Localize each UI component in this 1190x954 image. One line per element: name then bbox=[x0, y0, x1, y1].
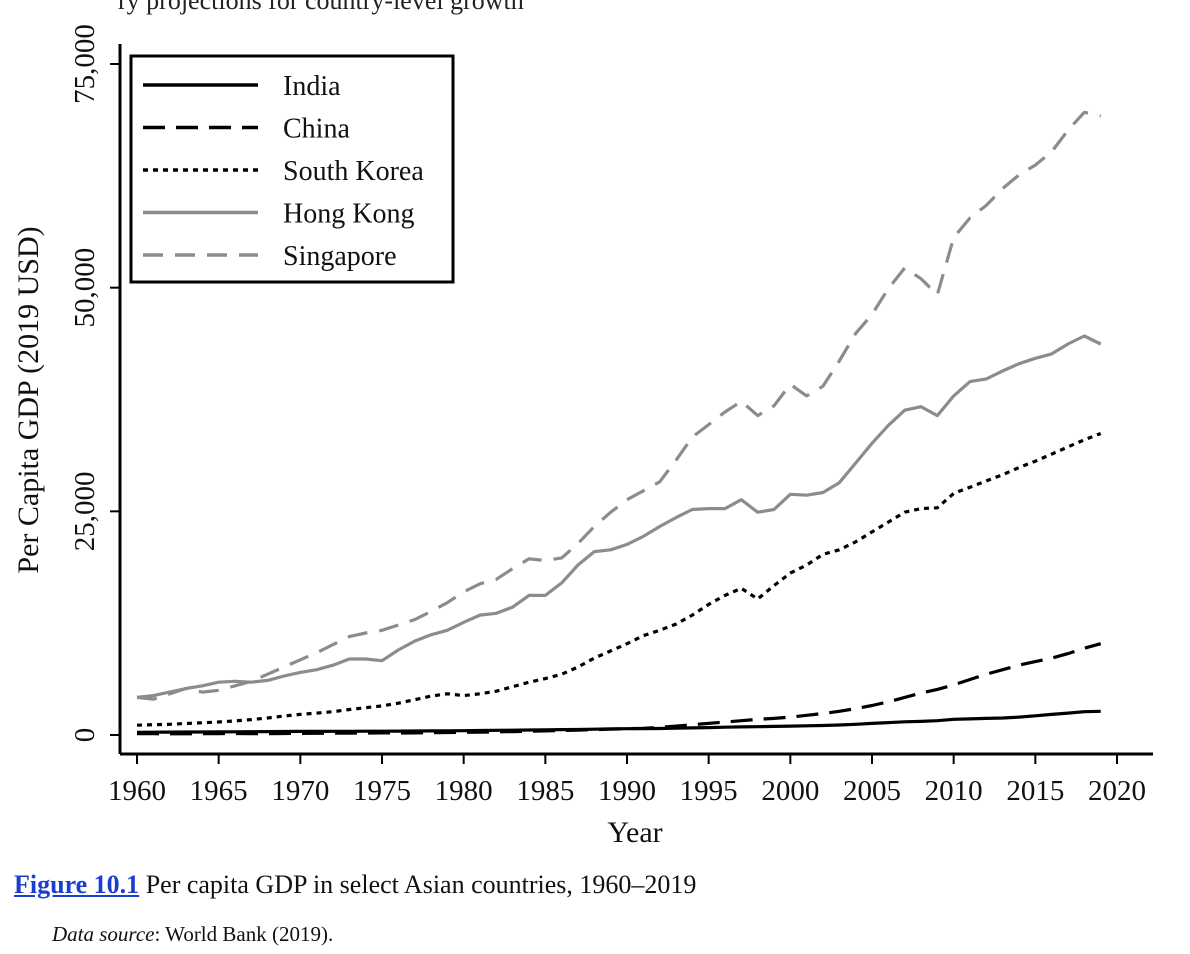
x-tick-label: 2005 bbox=[843, 775, 901, 807]
x-axis-title: Year bbox=[607, 816, 662, 849]
figure-link[interactable]: Figure 10.1 bbox=[14, 870, 140, 899]
legend-label-south-korea: South Korea bbox=[283, 156, 424, 187]
y-tick-label: 50,000 bbox=[69, 248, 101, 328]
y-tick-label: 75,000 bbox=[69, 24, 101, 104]
y-tick-label: 25,000 bbox=[69, 471, 101, 551]
x-tick-label: 1975 bbox=[353, 775, 411, 807]
legend-label-india: India bbox=[283, 71, 341, 102]
legend-label-hong-kong: Hong Kong bbox=[283, 199, 414, 230]
y-axis-title: Per Capita GDP (2019 USD) bbox=[12, 226, 45, 573]
x-tick-label: 2000 bbox=[761, 775, 819, 807]
x-tick-label: 1960 bbox=[108, 775, 166, 807]
x-tick-label: 1995 bbox=[680, 775, 738, 807]
series-line-china bbox=[137, 642, 1102, 736]
legend-label-china: China bbox=[283, 114, 350, 145]
source-text: : World Bank (2019). bbox=[154, 922, 334, 946]
x-tick-label: 1970 bbox=[271, 775, 329, 807]
x-tick-label: 1980 bbox=[435, 775, 493, 807]
y-tick-label: 0 bbox=[69, 728, 101, 743]
top-cut-text: ry projections for country-level growth bbox=[118, 0, 524, 15]
line-chart: 1960 1965 1970 1975 1980 1985 1990 1995 2000 2005… bbox=[12, 24, 1153, 849]
series-line-south-korea bbox=[136, 432, 1102, 727]
legend-label-singapore: Singapore bbox=[283, 241, 397, 272]
x-tick-label: 1990 bbox=[598, 775, 656, 807]
source-label: Data source bbox=[52, 922, 155, 946]
x-tick-label: 1965 bbox=[190, 775, 248, 807]
caption-text: Per capita GDP in select Asian countries… bbox=[145, 870, 697, 899]
x-tick-label: 2010 bbox=[925, 775, 983, 807]
data-source-note: Data source: World Bank (2019). bbox=[52, 922, 333, 947]
x-tick-label: 1985 bbox=[516, 775, 574, 807]
figure-caption: Figure 10.1 Per capita GDP in select Asi… bbox=[14, 870, 696, 900]
x-tick-label: 2015 bbox=[1006, 775, 1064, 807]
series-line-singapore bbox=[136, 110, 1102, 701]
series-line-hong-kong bbox=[136, 334, 1102, 699]
x-tick-label: 2020 bbox=[1088, 775, 1146, 807]
